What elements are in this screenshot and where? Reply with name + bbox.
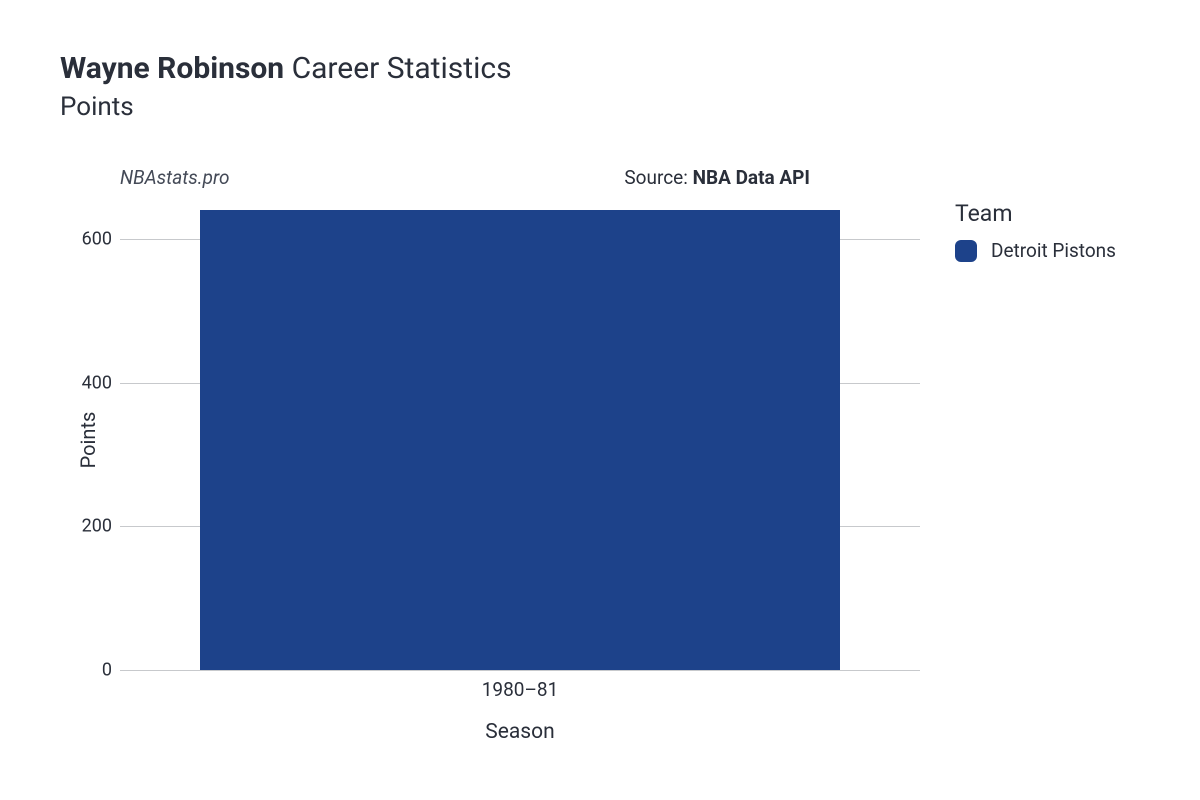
x-tick-label: 1980–81 <box>482 678 559 701</box>
legend: Team Detroit Pistons <box>955 200 1195 262</box>
chart-subtitle: Points <box>60 92 1160 122</box>
source-name: NBA Data API <box>693 166 810 189</box>
legend-item: Detroit Pistons <box>955 239 1195 262</box>
page-root: Wayne Robinson Career Statistics Points … <box>0 0 1200 800</box>
bar <box>200 210 840 670</box>
y-tick-label: 600 <box>68 228 112 249</box>
title-suffix: Career Statistics <box>292 51 512 86</box>
y-axis-label: Points <box>76 412 100 469</box>
legend-items: Detroit Pistons <box>955 239 1195 262</box>
source-prefix: Source: <box>624 166 692 189</box>
plot-area <box>120 210 920 670</box>
y-tick-label: 400 <box>68 372 112 393</box>
legend-title: Team <box>955 200 1195 227</box>
player-name: Wayne Robinson <box>60 51 284 86</box>
grid-line <box>120 670 920 671</box>
site-credit: NBAstats.pro <box>120 166 230 189</box>
y-tick-label: 200 <box>68 516 112 537</box>
x-axis-label: Season <box>485 720 554 744</box>
chart-title: Wayne Robinson Career Statistics <box>60 50 1160 88</box>
source-credit: Source: NBA Data API <box>624 166 810 189</box>
legend-label: Detroit Pistons <box>991 239 1116 262</box>
chart-zone: Points Season Team Detroit Pistons 02004… <box>60 200 1160 760</box>
annotation-row: NBAstats.pro Source: NBA Data API <box>60 166 1160 190</box>
legend-swatch <box>955 240 977 262</box>
y-tick-label: 0 <box>68 660 112 681</box>
